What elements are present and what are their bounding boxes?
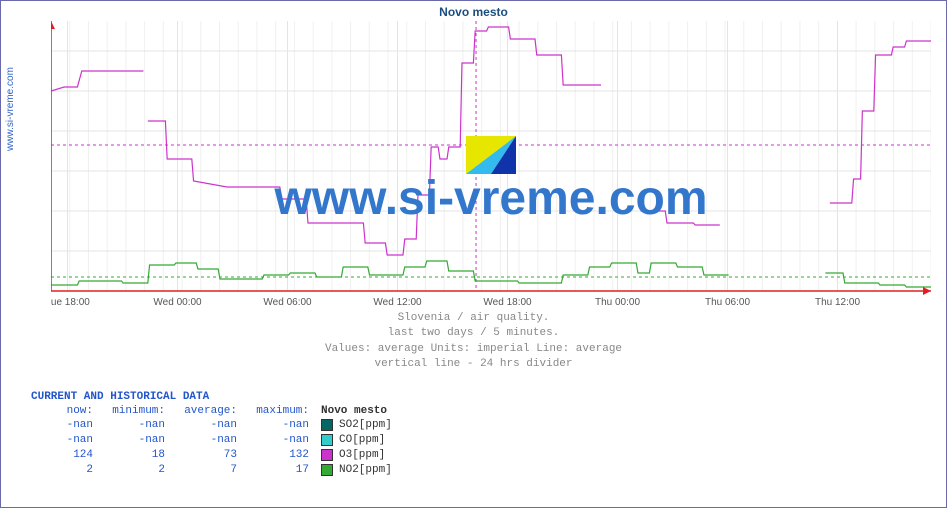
table-header: CURRENT AND HISTORICAL DATA [31,391,411,403]
table-column-header: maximum: [249,405,319,417]
chart-title: Novo mesto [439,5,508,19]
table-cell: -nan [249,434,319,447]
table-cell: 7 [177,464,247,477]
svg-text:Wed 00:00: Wed 00:00 [153,297,202,308]
table-cell: 17 [249,464,319,477]
subtitle-line: Values: average Units: imperial Line: av… [1,342,946,357]
table-column-header: now: [33,405,103,417]
watermark-logo [466,136,516,174]
table-row: -nan-nan-nan-nanSO2[ppm] [33,419,409,432]
color-swatch-cell [321,419,337,432]
subtitle-line: Slovenia / air quality. [1,311,946,326]
svg-text:Wed 18:00: Wed 18:00 [483,297,532,308]
table-cell: 2 [105,464,175,477]
table-cell: -nan [105,434,175,447]
table-column-header: minimum: [105,405,175,417]
table-column-header: average: [177,405,247,417]
svg-text:Tue 18:00: Tue 18:00 [51,297,90,308]
table-row: 1241873132 O3[ppm] [33,449,409,462]
svg-text:Thu 00:00: Thu 00:00 [595,297,640,308]
color-swatch-cell [321,434,337,447]
subtitle-line: vertical line - 24 hrs divider [1,357,946,372]
color-swatch [321,449,333,461]
chart-subtitle: Slovenia / air quality. last two days / … [1,311,946,373]
table-cell: -nan [105,419,175,432]
color-swatch [321,419,333,431]
svg-text:Thu 12:00: Thu 12:00 [815,297,860,308]
table-cell: 132 [249,449,319,462]
table-cell: 73 [177,449,247,462]
color-swatch [321,464,333,476]
table-cell: -nan [33,419,103,432]
table-cell: -nan [249,419,319,432]
subtitle-line: last two days / 5 minutes. [1,326,946,341]
series-label: NO2[ppm] [339,464,409,477]
table-cell: 2 [33,464,103,477]
svg-text:Thu 06:00: Thu 06:00 [705,297,750,308]
chart-area: Tue 18:00Wed 00:00Wed 06:00Wed 12:00Wed … [51,21,931,291]
table-row: -nan-nan-nan-nanCO[ppm] [33,434,409,447]
y-axis-caption: www.si-vreme.com [5,67,16,151]
color-swatch [321,434,333,446]
table-location-label: Novo mesto [321,405,409,417]
table-cell: 124 [33,449,103,462]
table-cell: -nan [177,434,247,447]
svg-text:Wed 06:00: Wed 06:00 [263,297,312,308]
table-row: 22717NO2[ppm] [33,464,409,477]
table-cell: 18 [105,449,175,462]
series-label: O3[ppm] [339,449,409,462]
table-cell: -nan [177,419,247,432]
color-swatch-cell [321,464,337,477]
chart-container: Novo mesto www.si-vreme.com Tue 18:00Wed… [0,0,947,508]
series-label: CO[ppm] [339,434,409,447]
table-cell: -nan [33,434,103,447]
svg-text:Wed 12:00: Wed 12:00 [373,297,422,308]
stats-table: now:minimum:average:maximum: Novo mesto-… [31,403,411,479]
data-table: CURRENT AND HISTORICAL DATA now:minimum:… [31,391,411,479]
color-swatch-cell [321,449,337,462]
series-label: SO2[ppm] [339,419,409,432]
